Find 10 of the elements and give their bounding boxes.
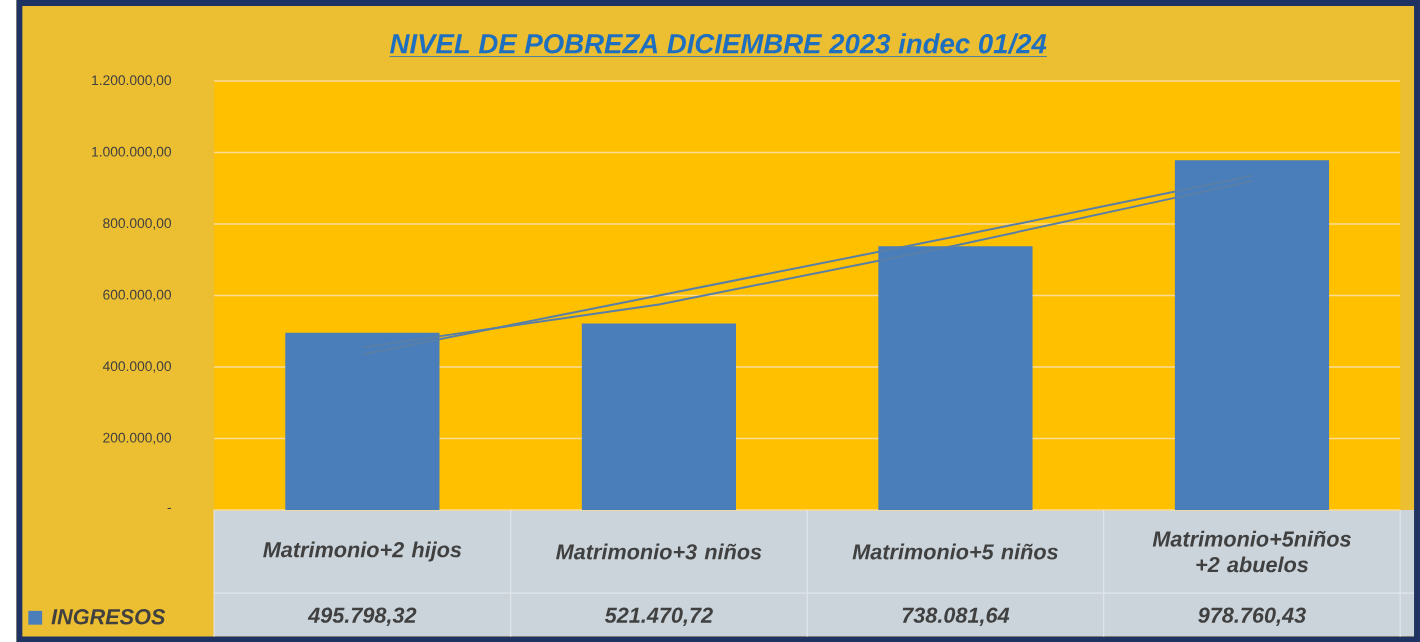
x-tick-label: Matrimonio+3 niños bbox=[556, 543, 762, 560]
x-tick-label: Matrimonio+5niños +2 abuelos bbox=[1152, 530, 1351, 573]
data-label: 521.470,72 bbox=[604, 607, 713, 626]
data-label: 978.760,43 bbox=[1198, 607, 1306, 626]
data-label: 738.081,64 bbox=[902, 607, 1010, 626]
x-tick-label: Matrimonio+2 hijos bbox=[263, 541, 462, 562]
legend-label: INGRESOS bbox=[51, 608, 166, 625]
data-label: 495.798,32 bbox=[307, 607, 417, 626]
x-tick-label: Matrimonio+5 niños bbox=[852, 543, 1058, 560]
chart-title: NIVEL DE POBREZA DICIEMBRE 2023 indec 01/24 bbox=[390, 33, 1047, 54]
